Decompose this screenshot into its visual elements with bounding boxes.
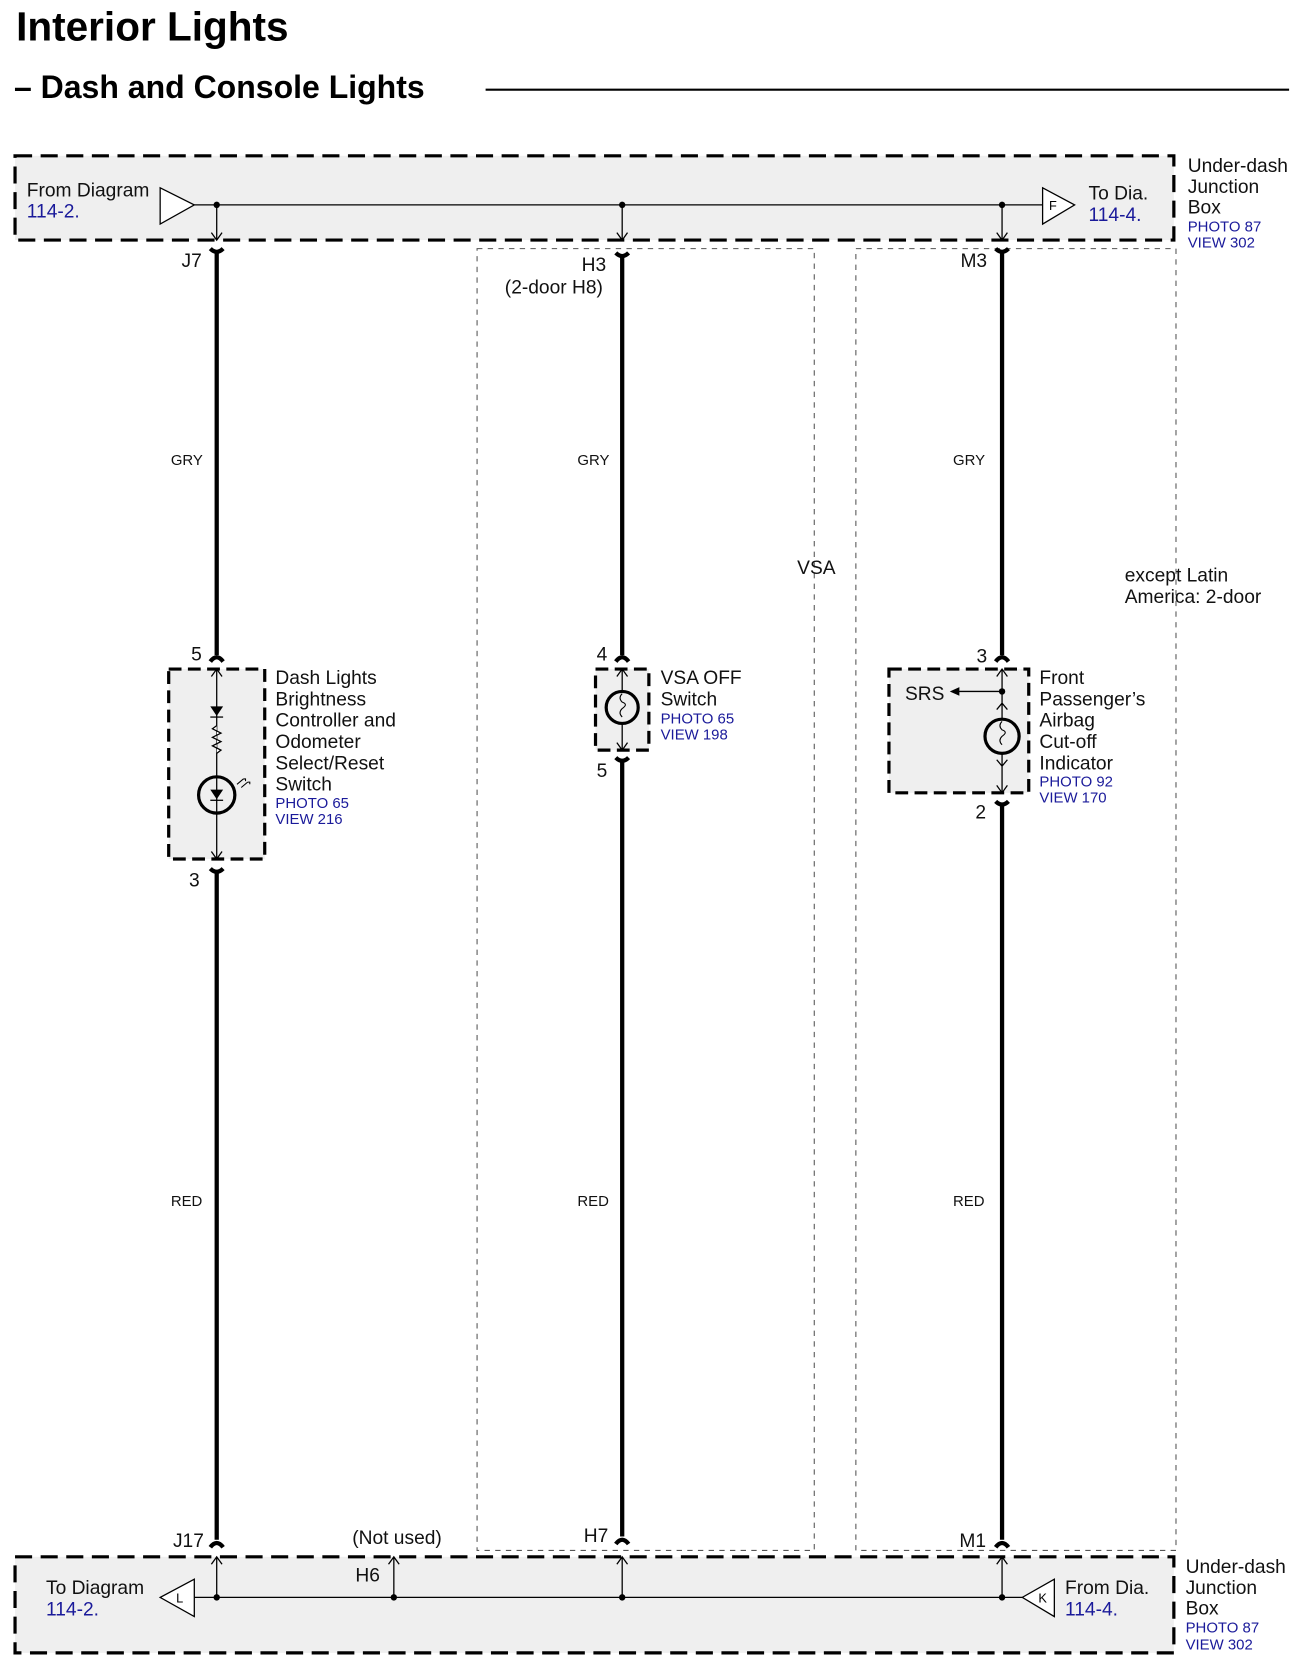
- to-diagram-link[interactable]: 114-2.: [46, 1600, 99, 1621]
- wire-color-red: RED: [577, 1193, 609, 1210]
- component-name-line: Select/Reset: [275, 753, 384, 774]
- circuit-airbag-cutoff-indicator: M3 M1 GRY RED 3 2 SRS Front Passenger’s …: [887, 247, 1145, 1552]
- vsa-option-zone: [476, 248, 815, 1551]
- box-name-line3: Box: [1186, 1598, 1219, 1619]
- box-view-link[interactable]: VIEW 302: [1186, 1637, 1253, 1654]
- from-diagram-label: From Diagram: [27, 180, 150, 201]
- terminal-m1: M1: [959, 1531, 986, 1552]
- component-name-line: Front: [1039, 668, 1084, 689]
- component-name-line: Passenger’s: [1039, 689, 1145, 710]
- pin-out: 5: [597, 761, 608, 782]
- to-dia-label: To Dia.: [1088, 184, 1148, 205]
- component-name-line: Cut-off: [1039, 732, 1097, 753]
- component-name-line: Indicator: [1039, 753, 1113, 774]
- light-emission-icon: [236, 778, 251, 788]
- component-photo-link[interactable]: PHOTO 65: [661, 710, 735, 727]
- unused-terminal-h6: H6: [355, 1565, 380, 1586]
- to-dia-link[interactable]: 114-4.: [1088, 205, 1141, 226]
- input-connector-k: [1021, 1578, 1055, 1618]
- box-name-line1: Under-dash: [1186, 1557, 1286, 1578]
- component-photo-link[interactable]: PHOTO 65: [275, 795, 349, 812]
- component-name-line: Dash Lights: [275, 668, 376, 689]
- not-used-note: (Not used): [352, 1528, 442, 1549]
- output-connector-f: [1041, 186, 1076, 226]
- bottom-junction-box: L K H6 (Not used) To Diagram 114-2. From…: [13, 1528, 1286, 1655]
- terminal-note: (2-door H8): [505, 277, 603, 298]
- top-junction-box: F From Diagram 114-2. To Dia. 114-4. Und…: [13, 154, 1288, 252]
- component-photo-link[interactable]: PHOTO 92: [1039, 773, 1113, 790]
- wire-color-gry: GRY: [171, 452, 203, 469]
- bulb-icon: [604, 689, 640, 726]
- resistor-icon: [211, 725, 223, 754]
- terminal-h3: H3: [582, 255, 607, 276]
- page-subtitle: – Dash and Console Lights: [14, 69, 425, 105]
- box-name-line1: Under-dash: [1188, 156, 1288, 177]
- box-name-line2: Junction: [1188, 177, 1259, 198]
- from-dia-label: From Dia.: [1065, 1578, 1149, 1599]
- pin-out: 3: [189, 871, 200, 892]
- component-view-link[interactable]: VIEW 170: [1039, 789, 1106, 806]
- connector-f-label: F: [1049, 198, 1057, 213]
- component-view-link[interactable]: VIEW 216: [275, 811, 342, 828]
- box-name-line2: Junction: [1186, 1578, 1257, 1599]
- component-name-line: Brightness: [275, 689, 366, 710]
- splice-dots: [213, 1594, 1006, 1601]
- diode-icon: [210, 706, 224, 716]
- input-connector-triangle: [159, 186, 196, 226]
- connector-l-label: L: [176, 1591, 183, 1606]
- pin-in: 3: [976, 647, 987, 668]
- terminal-j17: J17: [173, 1531, 204, 1552]
- connector-k-label: K: [1038, 1591, 1047, 1606]
- from-dia-link[interactable]: 114-4.: [1065, 1600, 1118, 1621]
- component-view-link[interactable]: VIEW 198: [661, 726, 728, 743]
- option-label-line1: except Latin: [1125, 566, 1228, 587]
- srs-arrow-icon: [949, 687, 960, 696]
- circuit-vsa-off-switch: H3 (2-door H8) H7 GRY RED 4 5 VSA OFF Sw…: [505, 251, 742, 1547]
- option-label-line2: America: 2-door: [1125, 587, 1262, 608]
- component-name-line: Airbag: [1039, 711, 1094, 732]
- component-name-line: Controller and: [275, 711, 396, 732]
- component-name-line: Odometer: [275, 732, 361, 753]
- circuit-dash-lights: J7 J17 GRY RED 5 3 Dash Lights Brightnes…: [167, 247, 396, 1552]
- component-name-line: Switch: [661, 689, 718, 710]
- pin-in: 4: [597, 645, 608, 666]
- terminal-m3: M3: [960, 251, 987, 272]
- latin-america-option-zone: [855, 248, 1177, 1551]
- component-name-line: VSA OFF: [661, 668, 742, 689]
- component-name-line: Switch: [275, 775, 332, 796]
- box-name-line3: Box: [1188, 197, 1221, 218]
- vsa-option-label: VSA: [797, 558, 836, 579]
- box-view-link[interactable]: VIEW 302: [1188, 235, 1255, 252]
- wire-color-gry: GRY: [953, 452, 985, 469]
- box-photo-link[interactable]: PHOTO 87: [1186, 1620, 1260, 1637]
- pin-out: 2: [975, 802, 986, 823]
- wire-color-red: RED: [953, 1193, 985, 1210]
- output-connector-l: [158, 1578, 195, 1618]
- wire-color-gry: GRY: [577, 452, 609, 469]
- page-title: Interior Lights: [16, 4, 288, 50]
- terminal-j7: J7: [181, 251, 201, 272]
- wire-color-red: RED: [171, 1193, 203, 1210]
- pin-in: 5: [191, 645, 202, 666]
- from-diagram-link[interactable]: 114-2.: [27, 202, 80, 223]
- to-diagram-label: To Diagram: [46, 1578, 144, 1599]
- srs-label: SRS: [905, 684, 944, 705]
- terminal-h7: H7: [584, 1526, 609, 1547]
- box-photo-link[interactable]: PHOTO 87: [1188, 219, 1262, 236]
